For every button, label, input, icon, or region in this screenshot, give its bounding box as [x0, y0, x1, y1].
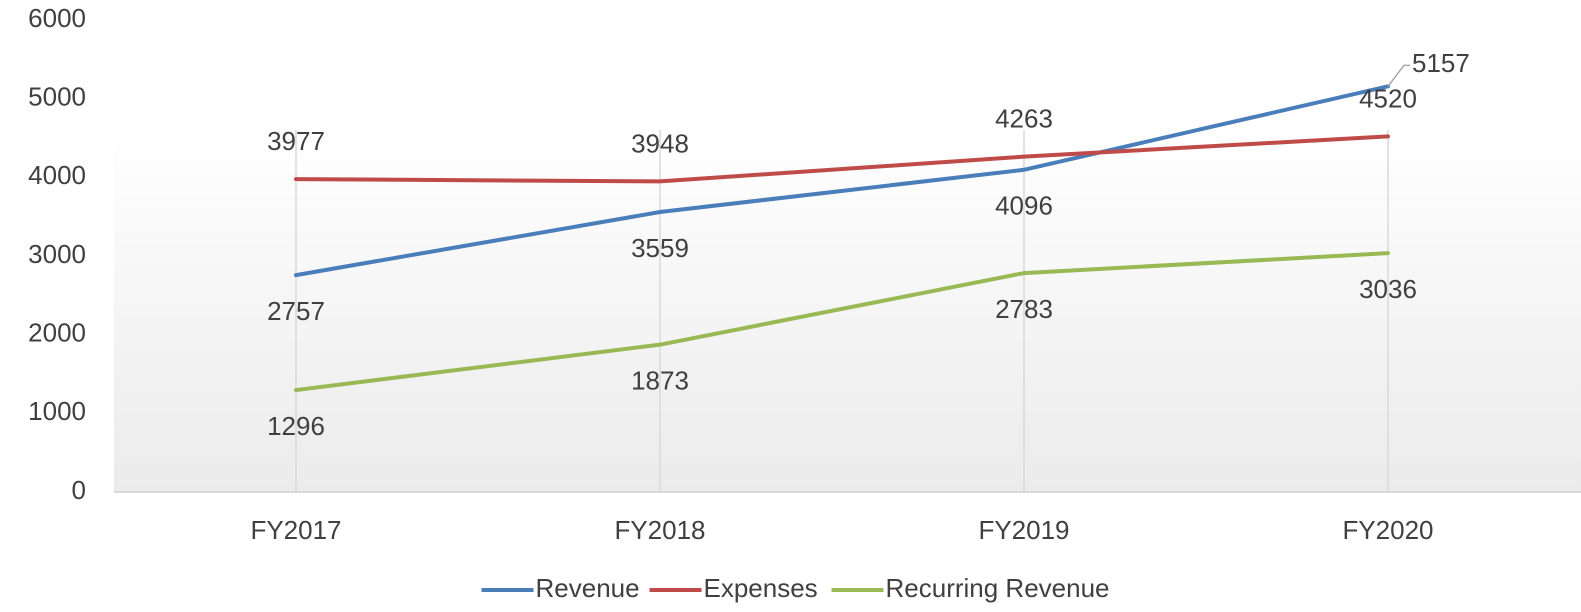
y-tick-label: 3000: [28, 239, 86, 269]
data-label: 2783: [995, 294, 1053, 324]
legend-label: Recurring Revenue: [886, 573, 1110, 603]
data-label: 5157: [1412, 48, 1470, 78]
y-tick-label: 2000: [28, 318, 86, 348]
y-tick-label: 0: [72, 475, 86, 505]
data-label: 1873: [631, 366, 689, 396]
data-label: 3036: [1359, 274, 1417, 304]
x-tick-label: FY2020: [1342, 515, 1433, 545]
leader-line: [1387, 64, 1410, 87]
data-label: 2757: [267, 296, 325, 326]
legend-label: Revenue: [536, 573, 640, 603]
line: [294, 251, 1390, 393]
data-label: 1296: [267, 411, 325, 441]
data-label: 3559: [631, 233, 689, 263]
x-tick-label: FY2019: [978, 515, 1069, 545]
plot-background: [114, 130, 1581, 492]
x-tick-label: FY2018: [614, 515, 705, 545]
y-tick-label: 6000: [28, 3, 86, 33]
legend-label: Expenses: [704, 573, 818, 603]
y-tick-label: 1000: [28, 396, 86, 426]
y-tick-label: 5000: [28, 82, 86, 112]
data-label: 4520: [1359, 83, 1417, 113]
x-tick-label: FY2017: [250, 515, 341, 545]
data-label: 3977: [267, 126, 325, 156]
line: [294, 134, 1390, 184]
data-label: 3948: [631, 128, 689, 158]
data-label: 4263: [995, 104, 1053, 134]
data-label: 4096: [995, 191, 1053, 221]
y-tick-label: 4000: [28, 160, 86, 190]
line: [294, 84, 1390, 278]
